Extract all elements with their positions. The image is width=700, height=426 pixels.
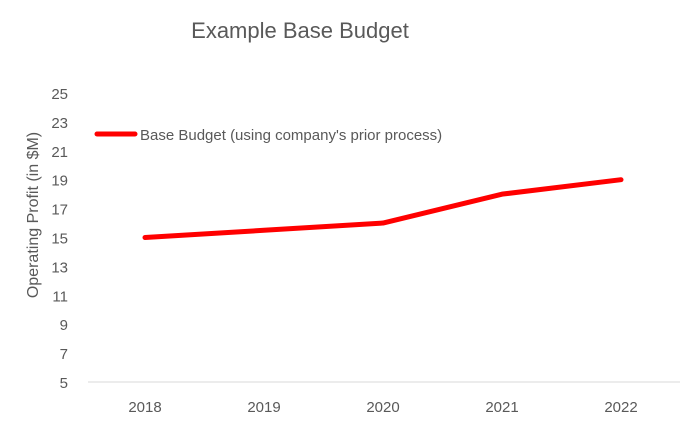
y-tick-label: 11 [52, 288, 68, 305]
x-tick-label: 2020 [366, 399, 399, 416]
y-axis-label: Operating Profit (in $M) [25, 132, 42, 298]
y-tick-label: 21 [51, 144, 68, 161]
x-tick-label: 2022 [604, 399, 637, 416]
legend: Base Budget (using company's prior proce… [94, 127, 442, 144]
y-tick-label: 19 [51, 173, 68, 190]
chart-title: Example Base Budget [191, 18, 409, 43]
y-tick-label: 7 [60, 346, 68, 363]
y-tick-label: 25 [51, 86, 68, 103]
y-tick-label: 15 [51, 231, 68, 248]
y-tick-label: 5 [60, 375, 68, 392]
x-tick-label: 2021 [485, 399, 518, 416]
y-tick-label: 23 [51, 115, 68, 132]
x-tick-label: 2019 [247, 399, 280, 416]
y-tick-label: 17 [51, 202, 68, 219]
y-tick-label: 9 [60, 317, 68, 334]
legend-label: Base Budget (using company's prior proce… [140, 127, 442, 144]
series-line [142, 177, 624, 240]
y-tick-label: 13 [51, 259, 68, 276]
x-tick-label: 2018 [128, 399, 161, 416]
